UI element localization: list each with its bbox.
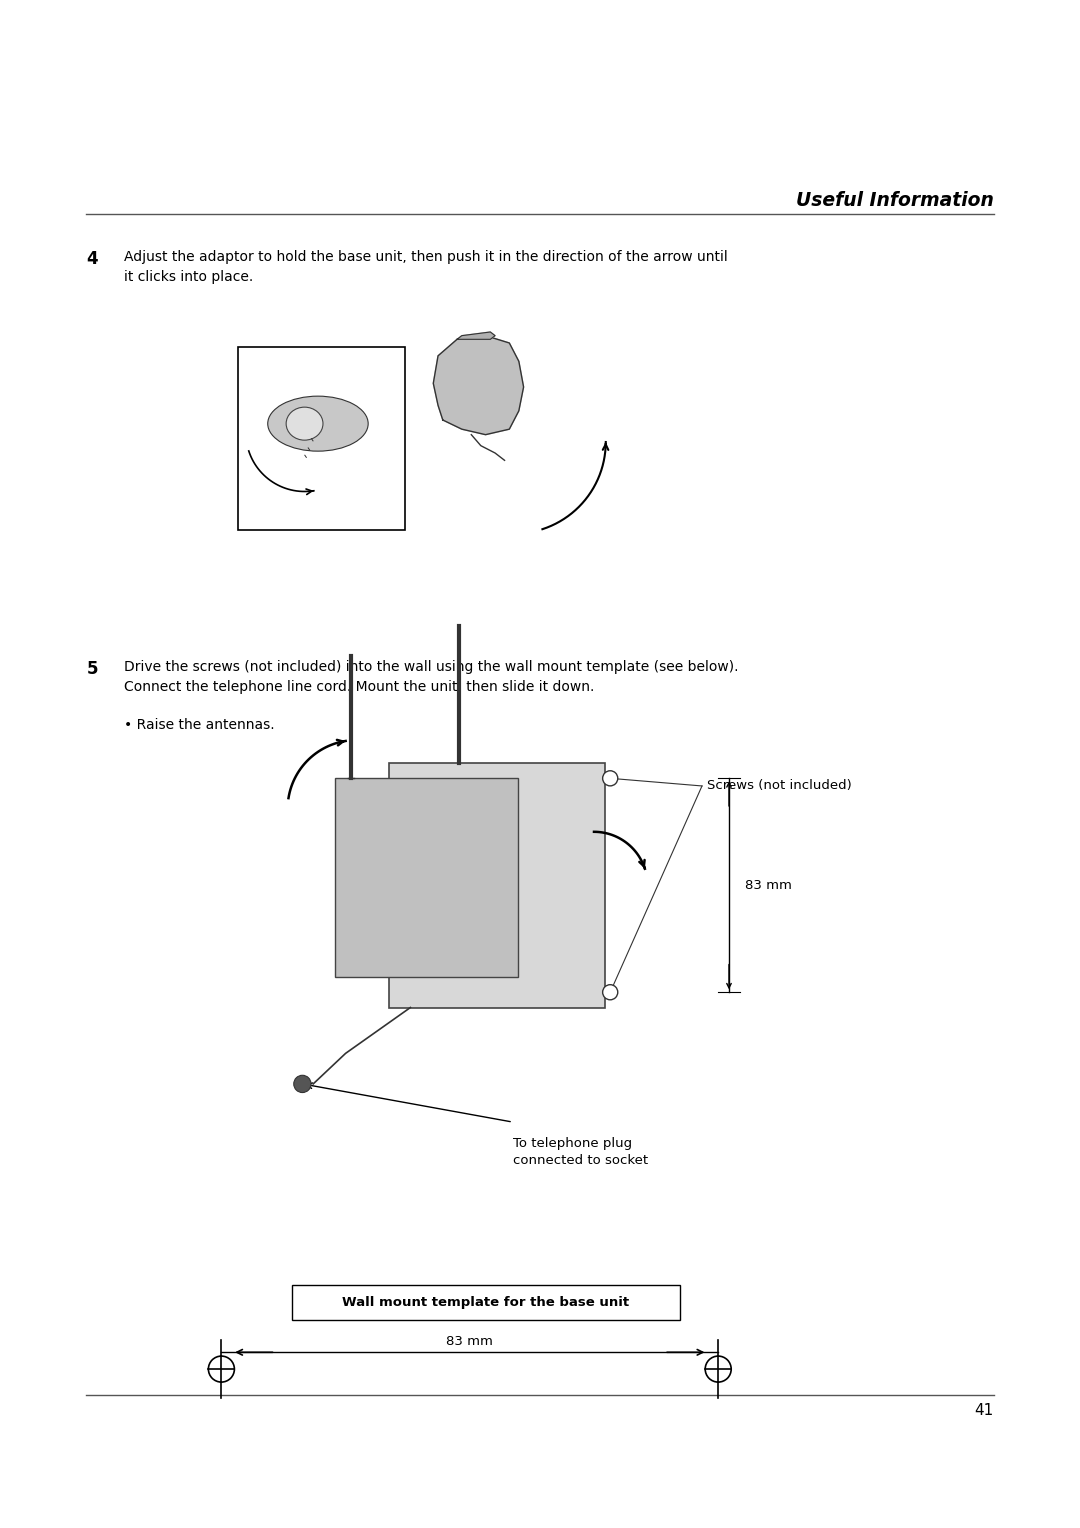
Circle shape — [603, 770, 618, 785]
Text: 83 mm: 83 mm — [446, 1334, 494, 1348]
Bar — [389, 762, 605, 1007]
Text: 41: 41 — [974, 1403, 994, 1418]
Text: Wall mount template for the base unit: Wall mount template for the base unit — [342, 1296, 630, 1309]
Text: Adjust the adaptor to hold the base unit, then push it in the direction of the a: Adjust the adaptor to hold the base unit… — [124, 251, 728, 284]
Text: 4: 4 — [86, 251, 98, 267]
Ellipse shape — [268, 396, 368, 451]
Circle shape — [603, 984, 618, 999]
Text: 83 mm: 83 mm — [745, 879, 792, 892]
Text: Screws (not included): Screws (not included) — [707, 779, 852, 793]
Polygon shape — [457, 332, 495, 339]
Text: • Raise the antennas.: • Raise the antennas. — [124, 718, 275, 732]
Text: Drive the screws (not included) into the wall using the wall mount template (see: Drive the screws (not included) into the… — [124, 660, 739, 694]
Bar — [335, 778, 518, 976]
Text: To telephone plug
connected to socket: To telephone plug connected to socket — [513, 1137, 648, 1167]
Polygon shape — [433, 336, 524, 434]
Text: 5: 5 — [86, 660, 98, 678]
Bar — [292, 1285, 680, 1320]
Ellipse shape — [286, 406, 323, 440]
Bar — [238, 347, 405, 530]
Circle shape — [294, 1076, 311, 1093]
Text: Useful Information: Useful Information — [796, 191, 994, 209]
